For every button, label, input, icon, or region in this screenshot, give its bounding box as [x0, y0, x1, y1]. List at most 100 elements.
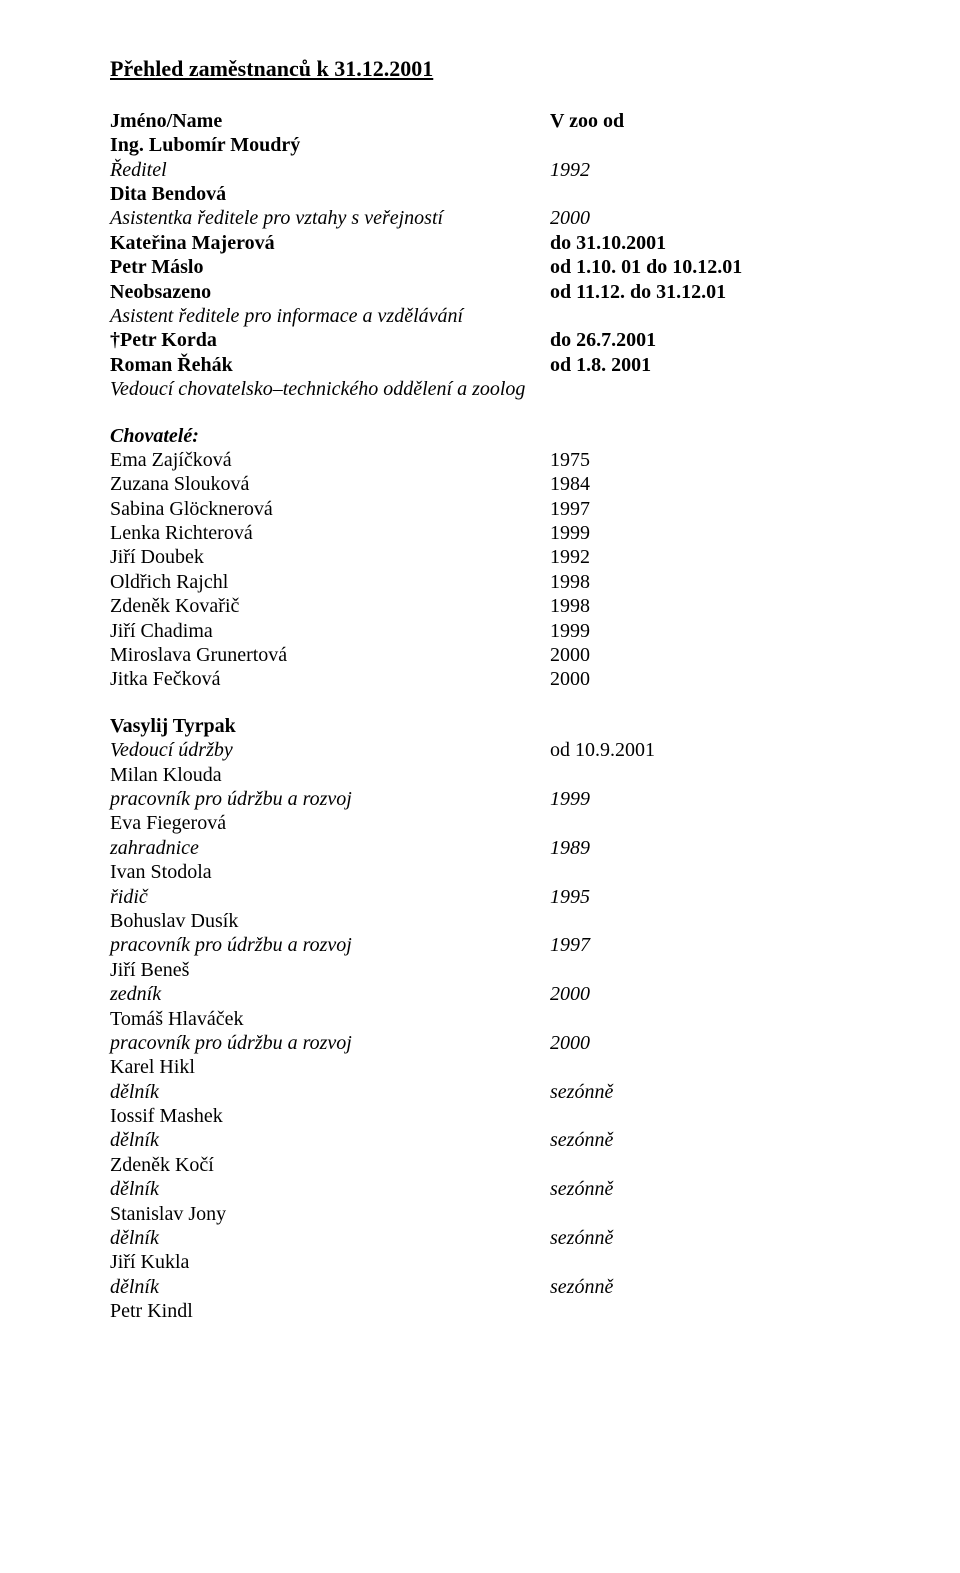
row-name: Kateřina Majerová [110, 231, 550, 255]
list-row: Jiří Chadima1999 [110, 619, 850, 643]
list-row: Jiří Beneš [110, 958, 850, 982]
row-value: 2000 [550, 206, 850, 230]
row-value: 1999 [550, 619, 850, 643]
list-row: Ema Zajíčková1975 [110, 448, 850, 472]
row-name: Miroslava Grunertová [110, 643, 550, 667]
list-row: Lenka Richterová1999 [110, 521, 850, 545]
list-row: dělníksezónně [110, 1226, 850, 1250]
keepers-heading: Chovatelé: [110, 424, 850, 448]
list-row: dělníksezónně [110, 1177, 850, 1201]
row-name: Jiří Chadima [110, 619, 550, 643]
list-row: Bohuslav Dusík [110, 909, 850, 933]
row-value: sezónně [550, 1226, 850, 1250]
list-row: Milan Klouda [110, 763, 850, 787]
list-row: Eva Fiegerová [110, 811, 850, 835]
row-value [550, 133, 850, 157]
list-row: Tomáš Hlaváček [110, 1007, 850, 1031]
row-name: Iossif Mashek [110, 1104, 550, 1128]
row-name: Bohuslav Dusík [110, 909, 550, 933]
row-name: Ivan Stodola [110, 860, 550, 884]
list-row: †Petr Korda do 26.7.2001 [110, 328, 850, 352]
list-row: Vedoucí údržbyod 10.9.2001 [110, 738, 850, 762]
row-name: Zuzana Slouková [110, 472, 550, 496]
list-row: Jiří Doubek1992 [110, 545, 850, 569]
list-row: Sabina Glöcknerová1997 [110, 497, 850, 521]
list-row: Oldřich Rajchl1998 [110, 570, 850, 594]
row-value: od 10.9.2001 [550, 738, 850, 762]
row-name: Ředitel [110, 158, 550, 182]
row-value [550, 182, 850, 206]
row-name: Jitka Fečková [110, 667, 550, 691]
row-value [550, 1202, 850, 1226]
row-name: pracovník pro údržbu a rozvoj [110, 933, 550, 957]
list-row: Petr Kindl [110, 1299, 850, 1323]
row-name: Petr Kindl [110, 1299, 550, 1323]
row-name: Karel Hikl [110, 1055, 550, 1079]
row-name: Tomáš Hlaváček [110, 1007, 550, 1031]
row-value: 1992 [550, 545, 850, 569]
row-name: Vedoucí chovatelsko–technického oddělení… [110, 377, 550, 401]
management-section: Ing. Lubomír MoudrýŘeditel1992Dita Bendo… [110, 133, 850, 401]
row-value: sezónně [550, 1275, 850, 1299]
keepers-section: Ema Zajíčková1975Zuzana Slouková1984Sabi… [110, 448, 850, 692]
row-name: pracovník pro údržbu a rozvoj [110, 1031, 550, 1055]
row-name: Eva Fiegerová [110, 811, 550, 835]
list-row: Dita Bendová [110, 182, 850, 206]
maintenance-section: Vasylij TyrpakVedoucí údržbyod 10.9.2001… [110, 714, 850, 1324]
row-value [550, 1250, 850, 1274]
row-value: sezónně [550, 1080, 850, 1104]
document-page: Přehled zaměstnanců k 31.12.2001 Jméno/N… [0, 0, 960, 1573]
row-value [550, 860, 850, 884]
row-value: 1999 [550, 521, 850, 545]
row-name: †Petr Korda [110, 328, 550, 352]
row-name: Jiří Beneš [110, 958, 550, 982]
row-name: Vedoucí údržby [110, 738, 550, 762]
row-name: Asistent ředitele pro informace a vzdělá… [110, 304, 550, 328]
list-row: dělníksezónně [110, 1128, 850, 1152]
row-name: Milan Klouda [110, 763, 550, 787]
row-name: dělník [110, 1226, 550, 1250]
row-value: 1997 [550, 933, 850, 957]
row-name: Lenka Richterová [110, 521, 550, 545]
row-value: 1984 [550, 472, 850, 496]
row-value: 2000 [550, 1031, 850, 1055]
row-value: 1989 [550, 836, 850, 860]
row-value: 2000 [550, 982, 850, 1006]
list-row: Neobsazenood 11.12. do 31.12.01 [110, 280, 850, 304]
row-name: Zdeněk Kovařič [110, 594, 550, 618]
row-name: Oldřich Rajchl [110, 570, 550, 594]
row-value: 1997 [550, 497, 850, 521]
row-name: Asistentka ředitele pro vztahy s veřejno… [110, 206, 550, 230]
row-value: 2000 [550, 667, 850, 691]
list-row: Asistentka ředitele pro vztahy s veřejno… [110, 206, 850, 230]
row-name: Jiří Doubek [110, 545, 550, 569]
list-row: Miroslava Grunertová2000 [110, 643, 850, 667]
row-name: zedník [110, 982, 550, 1006]
list-row: Vedoucí chovatelsko–technického oddělení… [110, 377, 850, 401]
list-row: Jitka Fečková2000 [110, 667, 850, 691]
list-row: Ředitel1992 [110, 158, 850, 182]
list-row: Asistent ředitele pro informace a vzdělá… [110, 304, 850, 328]
list-row: Iossif Mashek [110, 1104, 850, 1128]
list-row: pracovník pro údržbu a rozvoj1997 [110, 933, 850, 957]
row-name: dělník [110, 1080, 550, 1104]
row-name: Petr Máslo [110, 255, 550, 279]
header-name-label: Jméno/Name [110, 109, 550, 133]
row-value: od 11.12. do 31.12.01 [550, 280, 850, 304]
list-row: Zdeněk Kočí [110, 1153, 850, 1177]
row-name: dělník [110, 1177, 550, 1201]
row-value [550, 958, 850, 982]
row-name: zahradnice [110, 836, 550, 860]
list-row: zedník2000 [110, 982, 850, 1006]
row-name: dělník [110, 1128, 550, 1152]
list-row: dělníksezónně [110, 1080, 850, 1104]
list-row: Petr Máslood 1.10. 01 do 10.12.01 [110, 255, 850, 279]
list-row: Zuzana Slouková1984 [110, 472, 850, 496]
row-value [550, 304, 850, 328]
list-row: Vasylij Tyrpak [110, 714, 850, 738]
list-row: Karel Hikl [110, 1055, 850, 1079]
list-row: Roman Řehákod 1.8. 2001 [110, 353, 850, 377]
row-value: 1975 [550, 448, 850, 472]
row-name: Ema Zajíčková [110, 448, 550, 472]
row-value [550, 1153, 850, 1177]
